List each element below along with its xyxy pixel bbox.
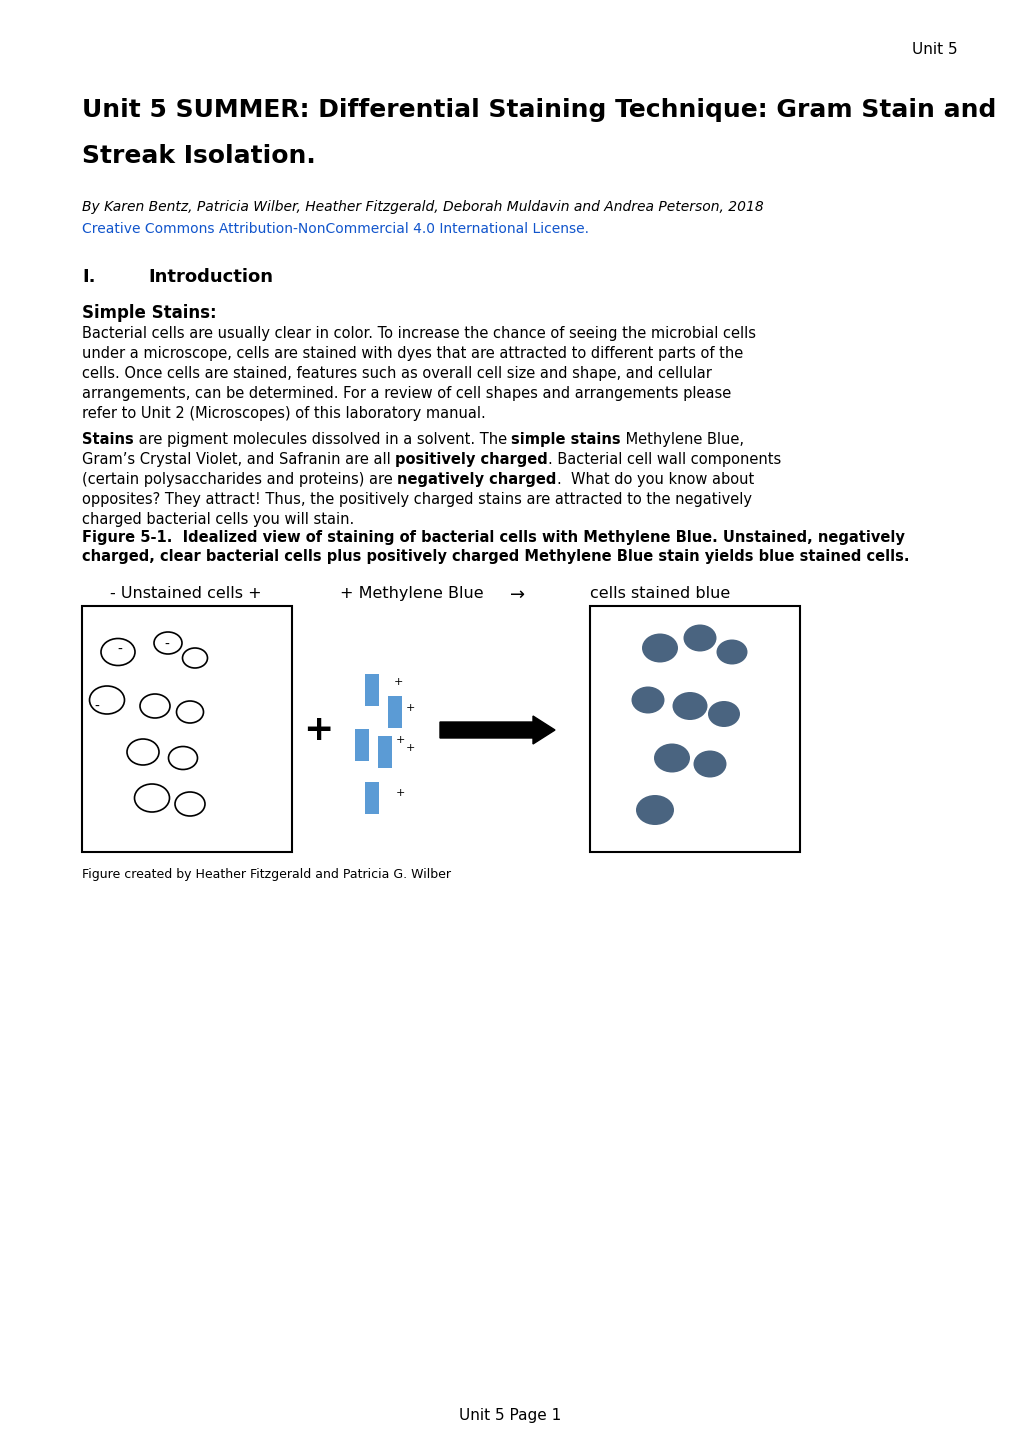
Ellipse shape	[641, 633, 678, 662]
Text: . Bacterial cell wall components: . Bacterial cell wall components	[547, 452, 781, 468]
Bar	[365, 674, 379, 706]
Text: (certain polysaccharides and proteins) are: (certain polysaccharides and proteins) a…	[82, 472, 397, 486]
Text: Introduction: Introduction	[148, 268, 273, 286]
Text: Figure 5-1.  Idealized view of staining of bacterial cells with Methylene Blue. : Figure 5-1. Idealized view of staining o…	[82, 530, 904, 545]
Text: arrangements, can be determined. For a review of cell shapes and arrangements pl: arrangements, can be determined. For a r…	[82, 385, 731, 401]
Text: simple stains: simple stains	[511, 431, 621, 447]
Bar	[82, 606, 291, 851]
Text: +: +	[303, 713, 333, 747]
Text: Gram’s Crystal Violet, and Safranin are all: Gram’s Crystal Violet, and Safranin are …	[82, 452, 395, 468]
Bar	[355, 729, 369, 760]
Text: .  What do you know about: . What do you know about	[556, 472, 753, 486]
Ellipse shape	[175, 792, 205, 815]
Bar	[589, 606, 799, 851]
Text: Unit 5: Unit 5	[911, 42, 957, 58]
Text: - Unstained cells +: - Unstained cells +	[110, 586, 261, 600]
Text: Bacterial cells are usually clear in color. To increase the chance of seeing the: Bacterial cells are usually clear in col…	[82, 326, 755, 341]
Text: Unit 5 SUMMER: Differential Staining Technique: Gram Stain and: Unit 5 SUMMER: Differential Staining Tec…	[82, 98, 996, 123]
Text: -: -	[95, 700, 99, 714]
Ellipse shape	[154, 632, 181, 654]
Ellipse shape	[672, 693, 707, 720]
Ellipse shape	[707, 701, 739, 727]
Text: positively charged: positively charged	[395, 452, 547, 468]
Text: +: +	[405, 743, 415, 753]
Text: cells. Once cells are stained, features such as overall cell size and shape, and: cells. Once cells are stained, features …	[82, 367, 711, 381]
Text: Unit 5 Page 1: Unit 5 Page 1	[459, 1408, 560, 1423]
Ellipse shape	[693, 750, 726, 778]
Text: Streak Isolation.: Streak Isolation.	[82, 144, 316, 167]
Ellipse shape	[636, 795, 674, 825]
Bar	[387, 696, 401, 729]
Text: +: +	[405, 703, 415, 713]
Text: refer to Unit 2 (Microscopes) of this laboratory manual.: refer to Unit 2 (Microscopes) of this la…	[82, 405, 485, 421]
Text: negatively charged: negatively charged	[397, 472, 556, 486]
Ellipse shape	[653, 743, 689, 772]
Text: cells stained blue: cells stained blue	[589, 586, 730, 600]
Text: -: -	[117, 644, 122, 657]
Ellipse shape	[683, 625, 715, 651]
Text: I.: I.	[82, 268, 96, 286]
Ellipse shape	[135, 784, 169, 812]
Text: +: +	[395, 788, 405, 798]
Ellipse shape	[127, 739, 159, 765]
Text: charged, clear bacterial cells plus positively charged Methylene Blue stain yiel: charged, clear bacterial cells plus posi…	[82, 548, 909, 564]
Ellipse shape	[140, 694, 170, 719]
Text: Figure created by Heather Fitzgerald and Patricia G. Wilber: Figure created by Heather Fitzgerald and…	[82, 869, 450, 882]
Ellipse shape	[631, 687, 663, 713]
Ellipse shape	[168, 746, 198, 769]
Bar	[378, 736, 391, 768]
Bar	[365, 782, 379, 814]
Text: +: +	[393, 677, 403, 687]
Ellipse shape	[715, 639, 747, 664]
Text: +: +	[395, 734, 405, 745]
Ellipse shape	[176, 701, 204, 723]
Text: Creative Commons Attribution-NonCommercial 4.0 International License.: Creative Commons Attribution-NonCommerci…	[82, 222, 588, 237]
Text: →: →	[510, 586, 525, 605]
Text: Methylene Blue,: Methylene Blue,	[621, 431, 744, 447]
Ellipse shape	[101, 638, 135, 665]
Text: + Methylene Blue: + Methylene Blue	[339, 586, 483, 600]
Text: are pigment molecules dissolved in a solvent. The: are pigment molecules dissolved in a sol…	[133, 431, 511, 447]
Text: By Karen Bentz, Patricia Wilber, Heather Fitzgerald, Deborah Muldavin and Andrea: By Karen Bentz, Patricia Wilber, Heather…	[82, 201, 763, 214]
Ellipse shape	[90, 685, 124, 714]
Text: Stains: Stains	[82, 431, 133, 447]
Text: opposites? They attract! Thus, the positively charged stains are attracted to th: opposites? They attract! Thus, the posit…	[82, 492, 751, 506]
FancyArrow shape	[439, 716, 554, 745]
Text: charged bacterial cells you will stain.: charged bacterial cells you will stain.	[82, 512, 354, 527]
Text: under a microscope, cells are stained with dyes that are attracted to different : under a microscope, cells are stained wi…	[82, 346, 743, 361]
Text: Simple Stains:: Simple Stains:	[82, 304, 216, 322]
Ellipse shape	[182, 648, 207, 668]
Text: -: -	[164, 638, 169, 652]
